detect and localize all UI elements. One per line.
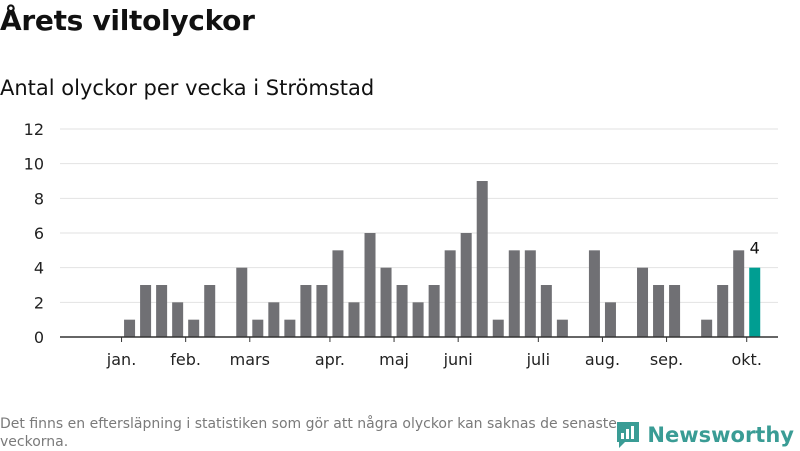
- bar: [316, 285, 328, 337]
- bar: [588, 250, 600, 337]
- bar: [396, 285, 408, 337]
- bar: [669, 285, 681, 337]
- x-tick-label: apr.: [315, 350, 345, 369]
- bar: [172, 302, 184, 337]
- x-tick-label: mars: [230, 350, 270, 369]
- bar: [364, 233, 376, 337]
- bar: [252, 319, 264, 337]
- bar: [188, 319, 200, 337]
- y-tick-label: 10: [24, 155, 44, 174]
- y-tick-label: 8: [34, 189, 44, 208]
- bar: [492, 319, 504, 337]
- chart-subtitle: Antal olyckor per vecka i Strömstad: [0, 76, 375, 100]
- bar: [380, 267, 392, 337]
- bar: [236, 267, 248, 337]
- bar: [717, 285, 729, 337]
- bar: [300, 285, 312, 337]
- bar: [540, 285, 552, 337]
- footnote: Det finns en eftersläpning i statistiken…: [0, 416, 617, 450]
- bar: [332, 250, 344, 337]
- bar: [268, 302, 280, 337]
- y-tick-label: 12: [24, 120, 44, 139]
- y-tick-label: 4: [34, 259, 44, 278]
- bar: [412, 302, 424, 337]
- bar: [653, 285, 665, 337]
- bar: [348, 302, 360, 337]
- bar: [637, 267, 649, 337]
- x-tick-label: feb.: [170, 350, 201, 369]
- bar: [124, 319, 136, 337]
- bar-chart: 0 2 4 6 8 10 12 jan. feb. mars apr. maj juni juli aug.…: [24, 120, 778, 369]
- x-tick-label: juni: [443, 350, 473, 369]
- bar: [508, 250, 520, 337]
- bar: [460, 233, 472, 337]
- brand[interactable]: Newsworthy: [615, 420, 794, 450]
- brand-name: Newsworthy: [647, 423, 794, 447]
- bar: [140, 285, 152, 337]
- x-tick-label: maj: [379, 350, 409, 369]
- bar: [701, 319, 713, 337]
- bar: [156, 285, 168, 337]
- y-tick-label: 6: [34, 224, 44, 243]
- x-tick-label: juli: [526, 350, 550, 369]
- x-tick-label: sep.: [650, 350, 683, 369]
- bar: [733, 250, 745, 337]
- bar: [284, 319, 296, 337]
- newsworthy-logo-icon: [617, 422, 640, 448]
- bar: [444, 250, 456, 337]
- bar-highlight: [749, 267, 761, 337]
- bar: [204, 285, 216, 337]
- chart-title: Årets viltolyckor: [0, 4, 255, 37]
- bar: [556, 319, 568, 337]
- bar: [604, 302, 616, 337]
- y-tick-label: 0: [34, 328, 44, 347]
- x-tick-label: aug.: [585, 350, 620, 369]
- bar: [476, 181, 488, 337]
- bar: [428, 285, 440, 337]
- x-tick-label: jan.: [106, 350, 136, 369]
- y-tick-label: 2: [34, 293, 44, 312]
- x-tick-label: okt.: [732, 350, 762, 369]
- data-label: 4: [750, 239, 760, 258]
- bar: [524, 250, 536, 337]
